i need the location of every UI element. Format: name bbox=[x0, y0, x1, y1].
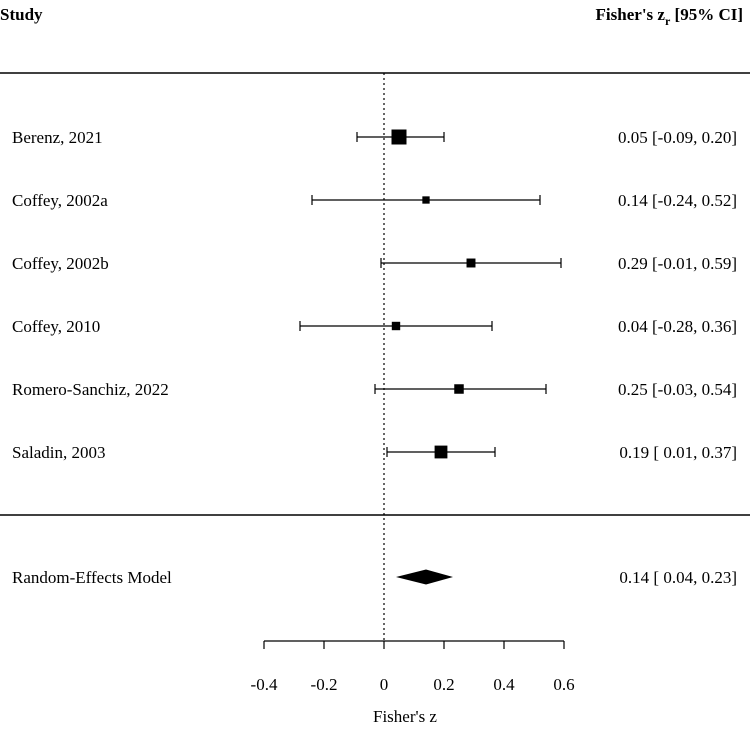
x-tick-label: 0 bbox=[380, 675, 389, 694]
x-axis: -0.4 -0.2 0 0.2 0.4 0.6 bbox=[251, 640, 575, 694]
study-row: Coffey, 2002b 0.29 [-0.01, 0.59] bbox=[12, 254, 737, 273]
x-tick-label: 0.4 bbox=[493, 675, 515, 694]
effect-ci-text: 0.19 [ 0.01, 0.37] bbox=[619, 443, 737, 462]
point-estimate-square bbox=[434, 445, 448, 459]
point-estimate-square bbox=[466, 258, 476, 268]
study-row: Coffey, 2002a 0.14 [-0.24, 0.52] bbox=[12, 191, 737, 210]
study-row: Coffey, 2010 0.04 [-0.28, 0.36] bbox=[12, 317, 737, 336]
effect-ci-text: 0.04 [-0.28, 0.36] bbox=[618, 317, 737, 336]
summary-diamond bbox=[396, 569, 453, 585]
header-effect: Fisher's zr [95% CI] bbox=[596, 5, 743, 28]
study-label: Saladin, 2003 bbox=[12, 443, 106, 462]
study-label: Coffey, 2002b bbox=[12, 254, 109, 273]
point-estimate-square bbox=[454, 384, 464, 394]
point-estimate-square bbox=[422, 196, 430, 204]
effect-ci-text: 0.14 [-0.24, 0.52] bbox=[618, 191, 737, 210]
x-tick-label: -0.4 bbox=[251, 675, 278, 694]
x-tick-label: 0.2 bbox=[433, 675, 454, 694]
point-estimate-square bbox=[391, 129, 407, 145]
study-row: Saladin, 2003 0.19 [ 0.01, 0.37] bbox=[12, 443, 737, 462]
study-row: Berenz, 2021 0.05 [-0.09, 0.20] bbox=[12, 128, 737, 147]
effect-ci-text: 0.05 [-0.09, 0.20] bbox=[618, 128, 737, 147]
x-axis-label: Fisher's z bbox=[373, 707, 437, 726]
header-study: Study bbox=[0, 5, 43, 24]
summary-label: Random-Effects Model bbox=[12, 568, 172, 587]
effect-ci-text: 0.29 [-0.01, 0.59] bbox=[618, 254, 737, 273]
study-label: Coffey, 2010 bbox=[12, 317, 100, 336]
effect-ci-text: 0.25 [-0.03, 0.54] bbox=[618, 380, 737, 399]
x-tick-label: -0.2 bbox=[311, 675, 338, 694]
summary-effect-text: 0.14 [ 0.04, 0.23] bbox=[619, 568, 737, 587]
study-label: Romero-Sanchiz, 2022 bbox=[12, 380, 169, 399]
study-label: Berenz, 2021 bbox=[12, 128, 103, 147]
study-rows: Berenz, 2021 0.05 [-0.09, 0.20] Coffey, 20… bbox=[12, 128, 737, 462]
point-estimate-square bbox=[391, 321, 401, 331]
x-tick-label: 0.6 bbox=[553, 675, 574, 694]
study-label: Coffey, 2002a bbox=[12, 191, 108, 210]
summary-row: Random-Effects Model 0.14 [ 0.04, 0.23] bbox=[12, 568, 737, 587]
study-row: Romero-Sanchiz, 2022 0.25 [-0.03, 0.54] bbox=[12, 380, 737, 399]
